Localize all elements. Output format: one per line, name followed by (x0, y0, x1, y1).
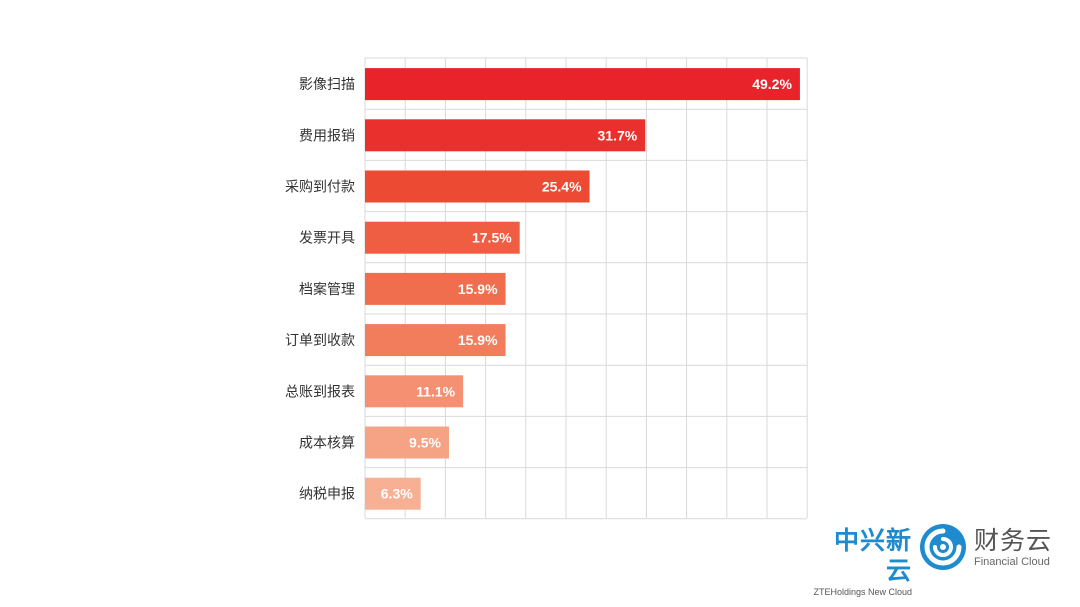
category-label: 影像扫描 (299, 76, 355, 92)
bar-value-label: 15.9% (458, 281, 498, 297)
bar-value-label: 6.3% (381, 486, 413, 502)
bar (365, 221, 520, 254)
bar (365, 68, 800, 101)
brand-right-name: 财务云 (974, 526, 1053, 555)
bar (365, 375, 464, 408)
bar (365, 170, 590, 203)
bar-value-label: 11.1% (416, 383, 455, 399)
category-label: 采购到付款 (285, 179, 355, 195)
bar (365, 272, 506, 305)
bar-value-label: 49.2% (752, 76, 792, 92)
bar-value-label: 31.7% (598, 127, 638, 143)
brand-zte-new-cloud: 中兴新云 ZTEHoldings New Cloud (812, 526, 912, 598)
category-label: 总账到报表 (285, 383, 355, 399)
category-label: 发票开具 (299, 230, 355, 246)
bar (365, 477, 421, 510)
bar (365, 426, 449, 459)
bar-value-label: 25.4% (542, 179, 582, 195)
chart-bars (365, 68, 800, 510)
brand-left-subtitle: ZTEHoldings New Cloud (813, 587, 912, 597)
brand-financial-cloud: 财务云 Financial Cloud (974, 526, 1052, 569)
bar-value-label: 17.5% (472, 230, 512, 246)
bar (365, 119, 646, 152)
bar-value-label: 9.5% (409, 435, 441, 451)
category-label: 订单到收款 (285, 332, 355, 348)
bar (365, 324, 506, 357)
brand-left-name: 中兴新云 (833, 526, 912, 585)
category-label: 档案管理 (299, 281, 355, 297)
chart-labels: 49.2% 影像扫描 31.7% 费用报销 25.4% 采购到付款 17.5% 发票开具 15.… (285, 76, 792, 502)
category-label: 费用报销 (299, 127, 355, 143)
brand-right-subtitle: Financial Cloud (974, 556, 1050, 568)
bar-value-label: 15.9% (458, 332, 498, 348)
category-label: 成本核算 (299, 435, 355, 451)
swirl-logo-icon (920, 524, 966, 570)
category-label: 纳税申报 (299, 486, 355, 502)
